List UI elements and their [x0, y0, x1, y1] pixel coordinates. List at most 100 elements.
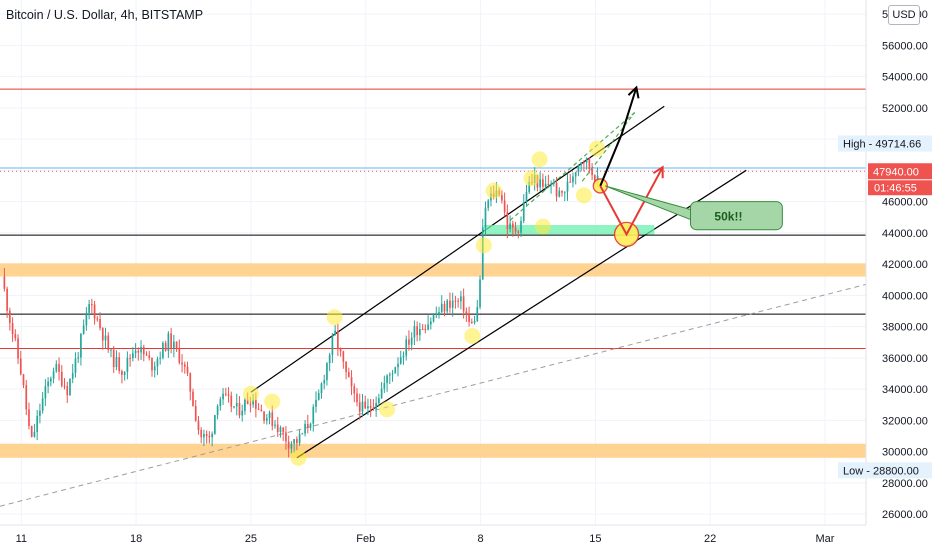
candle-up [438, 312, 440, 314]
candle-down [353, 386, 356, 394]
candle-up [55, 364, 58, 372]
candle-up [367, 406, 369, 409]
candle-down [306, 423, 309, 428]
candle-up [134, 350, 137, 354]
candle-down [118, 357, 121, 372]
candle-up [312, 406, 315, 424]
candle-down [470, 321, 473, 323]
candle-up [74, 358, 77, 374]
candle-up [574, 172, 577, 177]
touch-point-marker [589, 140, 606, 157]
candle-down [369, 406, 372, 408]
candle-up [214, 415, 216, 434]
candle-down [22, 374, 25, 386]
candle-up [82, 325, 85, 334]
candle-up [162, 342, 164, 358]
candle-up [427, 324, 429, 330]
candle-down [416, 326, 418, 336]
candle-up [550, 183, 552, 185]
candle-down [151, 357, 153, 371]
price-tick-label: 30000.00 [882, 447, 928, 459]
candle-up [315, 399, 317, 407]
price-tick-label: 52000.00 [882, 103, 928, 115]
candle-down [6, 288, 8, 311]
candle-up [544, 183, 547, 187]
candle-up [298, 434, 301, 444]
candle-up [558, 190, 561, 197]
candle-down [183, 364, 186, 367]
candle-up [572, 176, 574, 183]
candle-down [462, 296, 465, 312]
touch-point-marker [531, 151, 548, 168]
time-tick-label: 22 [704, 533, 716, 545]
candle-down [347, 372, 350, 378]
candle-down [142, 346, 145, 355]
price-tick-label: 32000.00 [882, 415, 928, 427]
candle-down [249, 404, 252, 406]
candle-up [126, 357, 129, 372]
candle-down [197, 420, 200, 431]
candle-up [380, 388, 383, 399]
candle-up [476, 306, 479, 322]
candle-down [593, 175, 596, 185]
candle-down [547, 183, 550, 185]
bearish-then-bullish-arrow [599, 166, 664, 237]
candle-down [285, 432, 287, 442]
candle-down [25, 385, 28, 410]
callout-text: 50k!! [714, 210, 742, 224]
price-tick-label: 36000.00 [882, 353, 928, 365]
candle-up [487, 200, 490, 208]
candle-down [192, 391, 194, 406]
candle-up [167, 333, 170, 351]
candle-up [52, 371, 55, 379]
bullish-arrow [599, 87, 638, 187]
candle-down [194, 405, 197, 421]
touch-point-marker [290, 449, 307, 466]
candle-up [159, 357, 162, 359]
candle-up [293, 439, 295, 444]
candle-up [123, 371, 126, 375]
touch-point-marker [464, 327, 481, 344]
currency-button[interactable]: USD [888, 5, 920, 25]
low-price-label: Low - 28800.00 [843, 465, 919, 477]
candle-down [205, 434, 208, 436]
candle-up [88, 304, 90, 313]
candle-down [137, 350, 140, 353]
candle-up [252, 399, 254, 405]
candle-up [132, 353, 134, 359]
candle-up [585, 158, 588, 163]
candle-down [569, 181, 572, 183]
candle-up [528, 182, 531, 193]
candle-up [323, 380, 326, 384]
long-term-trendline [0, 283, 867, 507]
candle-down [408, 339, 410, 345]
candle-down [287, 441, 290, 449]
horizontal-levels [0, 88, 866, 349]
candle-down [350, 377, 353, 387]
candle-down [246, 399, 249, 405]
candle-down [454, 300, 457, 302]
candle-down [260, 409, 263, 412]
candle-up [104, 335, 107, 341]
touch-point-marker [326, 309, 343, 326]
channel-lower-line [296, 169, 747, 459]
candle-down [263, 411, 265, 421]
candle-down [517, 231, 520, 233]
high-price-label-bg [838, 135, 932, 152]
candle-down [238, 402, 241, 416]
touch-point-marker [575, 187, 592, 204]
candle-down [186, 366, 189, 374]
candle-up [328, 354, 331, 364]
candle-down [358, 402, 361, 412]
candle-up [219, 399, 222, 407]
candle-up [394, 367, 397, 374]
candle-down [112, 349, 115, 368]
candle-up [309, 423, 312, 428]
candle-up [326, 363, 328, 381]
candle-up [334, 330, 336, 336]
candle-down [58, 364, 60, 372]
candle-down [19, 358, 22, 375]
touch-point-marker [475, 237, 492, 254]
